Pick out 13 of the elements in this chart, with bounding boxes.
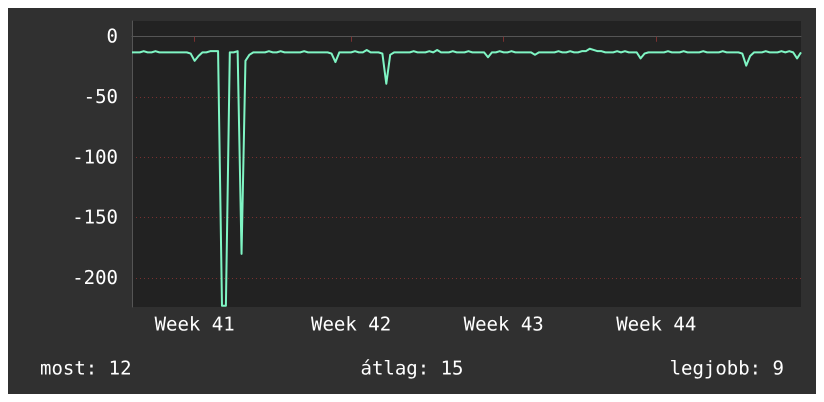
text: átlag: 15 — [360, 358, 464, 380]
x-tick-label: Week 42 — [311, 314, 392, 336]
x-tick-label: Week 44 — [616, 314, 696, 336]
line-series — [131, 48, 802, 307]
y-tick-label: -100 — [72, 146, 118, 168]
text: legjobb: 9 — [670, 358, 784, 380]
y-tick-label: -150 — [72, 206, 118, 229]
x-tick-label: Week 41 — [154, 314, 235, 336]
text: most: 12 — [40, 358, 132, 380]
y-tick-label: 0 — [106, 26, 118, 48]
x-tick-label: Week 43 — [464, 314, 544, 336]
y-tick-label: -200 — [72, 267, 118, 290]
y-tick-label: -50 — [84, 86, 118, 108]
